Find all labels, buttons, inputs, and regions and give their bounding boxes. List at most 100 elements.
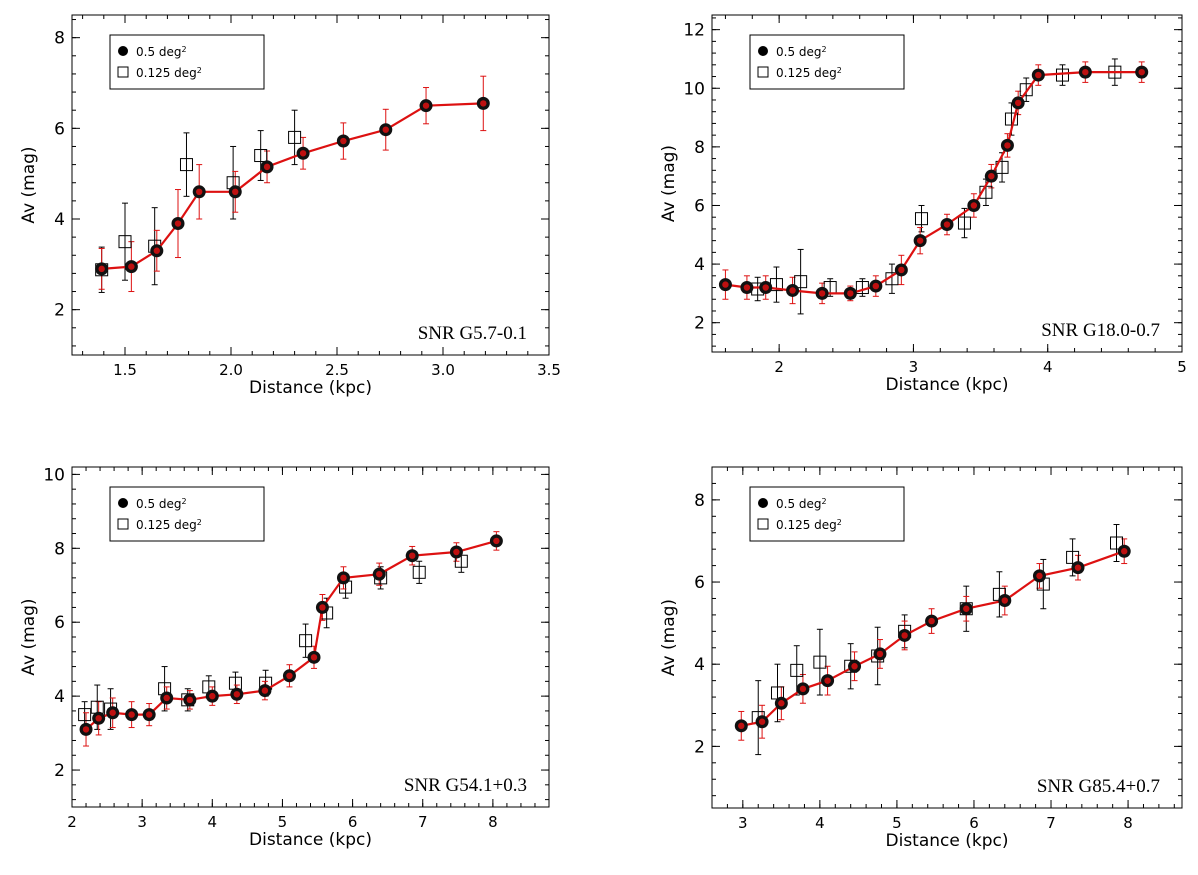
filled-circle-point-center: [145, 711, 153, 718]
y-tick-label: 12: [683, 21, 705, 41]
legend-open-label: 0.125 deg2: [136, 66, 202, 81]
open-square-point: [299, 634, 313, 648]
x-tick-label: 8: [1123, 814, 1133, 832]
filled-circle-point-center: [1035, 71, 1042, 79]
filled-circle-point-center: [872, 282, 880, 290]
filled-circle-point-center: [480, 100, 487, 107]
open-square-point: [914, 212, 928, 226]
filled-circle-point-center: [876, 650, 884, 658]
y-tick-label: 10: [683, 79, 705, 99]
y-tick-label: 8: [54, 539, 65, 559]
x-tick-label: 3.5: [537, 361, 561, 379]
x-axis-label: Distance (kpc): [886, 831, 1009, 851]
x-tick-label: 6: [969, 814, 979, 832]
x-tick-label: 5: [1177, 358, 1187, 376]
filled-circle-point-center: [1014, 99, 1022, 107]
y-tick-label: 6: [54, 119, 65, 139]
x-tick-label: 3: [738, 814, 748, 832]
y-axis-label: Av (mag): [659, 145, 679, 222]
legend-box: [109, 486, 265, 542]
open-square-point: [1066, 550, 1080, 564]
filled-circle-point-center: [261, 687, 269, 694]
filled-circle-point-center: [409, 552, 416, 559]
filled-circle-point-center: [738, 722, 745, 730]
y-axis-label: Av (mag): [19, 598, 39, 675]
y-tick-label: 8: [694, 491, 705, 511]
filled-circle-point-center: [1138, 68, 1145, 76]
x-tick-label: 5: [892, 814, 902, 832]
filled-circle-point-center: [209, 692, 216, 700]
filled-circle-point-center: [988, 172, 995, 180]
x-tick-label: 4: [1043, 358, 1053, 376]
legend-open-square-marker: [117, 66, 129, 78]
x-tick-label: 2: [774, 358, 784, 376]
open-square-point: [412, 565, 426, 579]
open-square-point: [1055, 68, 1069, 82]
open-square-point: [790, 663, 804, 677]
filled-circle-point-center: [916, 237, 924, 244]
filled-circle-point-center: [963, 605, 970, 612]
x-axis-label: Distance (kpc): [249, 830, 372, 850]
y-tick-label: 2: [54, 761, 65, 781]
open-square-point: [254, 149, 268, 163]
filled-circle-point-center: [186, 696, 194, 704]
legend: 0.5 deg2 0.125 deg2: [749, 34, 905, 90]
filled-circle-point-center: [310, 654, 318, 661]
x-tick-label: 2.0: [219, 361, 243, 379]
x-tick-label: 4: [815, 814, 825, 832]
x-tick-label: 5: [278, 813, 288, 831]
x-tick-label: 6: [348, 813, 358, 831]
open-square-point: [288, 130, 302, 144]
filled-circle-point-center: [232, 188, 239, 195]
x-axis-label: Distance (kpc): [249, 378, 372, 398]
filled-circle-point-center: [851, 663, 858, 670]
filled-circle-point-center: [762, 284, 769, 291]
filled-circle-point-center: [95, 715, 102, 722]
series-line-0-5deg: [101, 102, 484, 270]
filled-circle-point-center: [789, 287, 796, 294]
filled-circle-point-center: [128, 263, 135, 270]
filled-circle-point-center: [376, 570, 383, 578]
y-tick-label: 10: [43, 465, 65, 485]
filled-circle-point-center: [493, 537, 500, 545]
series-line-0-5deg: [725, 70, 1142, 295]
y-tick-label: 6: [54, 613, 65, 633]
series-line-0-5deg: [741, 550, 1125, 727]
legend-filled-circle-marker: [118, 498, 128, 508]
open-square-point: [179, 158, 193, 172]
x-tick-label: 8: [488, 813, 498, 831]
filled-circle-point-center: [1121, 548, 1128, 555]
filled-circle-point-center: [340, 137, 347, 145]
legend-open-label: 0.125 deg2: [776, 66, 842, 81]
x-tick-label: 3: [137, 813, 147, 831]
y-tick-label: 2: [694, 314, 705, 334]
y-tick-label: 8: [694, 138, 705, 158]
legend-open-square-marker: [117, 518, 129, 530]
filled-circle-point-center: [319, 604, 326, 611]
y-axis-label: Av (mag): [19, 146, 39, 223]
filled-circle-point-center: [196, 188, 203, 195]
filled-circle-point-center: [970, 202, 978, 209]
filled-circle-point-center: [382, 126, 389, 133]
x-axis-label: Distance (kpc): [886, 375, 1009, 395]
y-tick-label: 8: [54, 29, 65, 49]
legend: 0.5 deg2 0.125 deg2: [749, 486, 905, 542]
filled-circle-point-center: [743, 284, 751, 291]
filled-circle-point-center: [778, 700, 785, 707]
y-tick-label: 4: [54, 210, 65, 230]
filled-circle-point-center: [943, 221, 951, 228]
legend-box: [749, 486, 905, 542]
panel-2: 2 3 4 5 2 4 6 8 10 12 Distance (kpc) Av (mag) SNR G1…: [659, 14, 1187, 395]
legend-box: [109, 34, 265, 90]
open-square-point: [794, 275, 808, 289]
filled-circle-point-center: [263, 163, 271, 171]
legend-filled-label: 0.5 deg2: [136, 45, 187, 60]
legend-filled-label: 0.5 deg2: [136, 497, 187, 512]
filled-circle-point-center: [128, 711, 135, 718]
series-line-0-5deg: [85, 539, 497, 731]
legend-filled-circle-marker: [118, 46, 128, 56]
open-square-point: [957, 216, 971, 230]
plot-frame: [711, 466, 1183, 809]
legend-open-label: 0.125 deg2: [136, 518, 202, 533]
legend-filled-circle-marker: [758, 498, 768, 508]
